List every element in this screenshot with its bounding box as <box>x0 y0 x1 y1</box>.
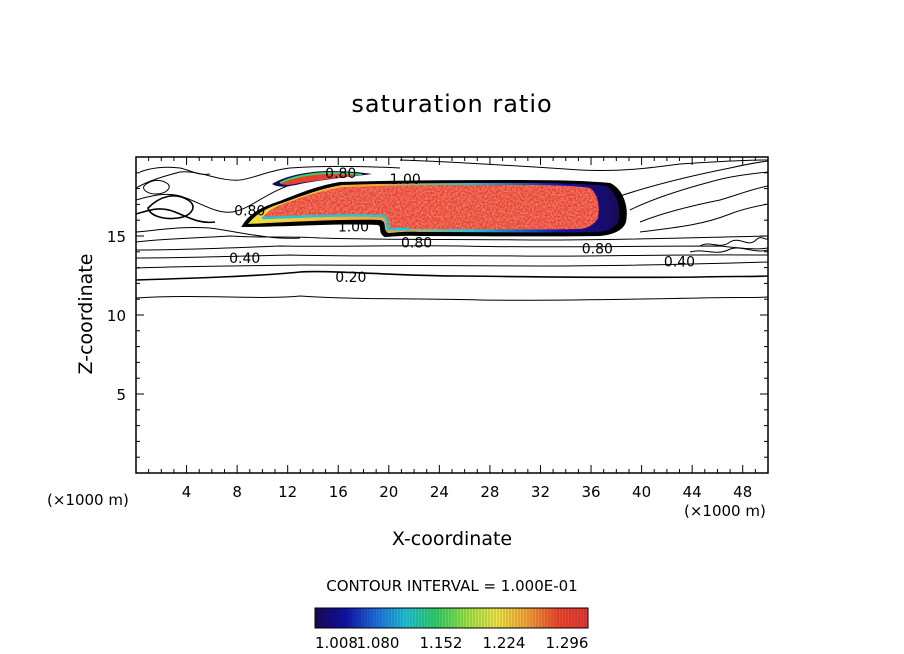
x-tick-label: 48 <box>733 483 752 501</box>
contour-label: 0.80 <box>401 235 432 251</box>
isoline-0.3 <box>136 261 768 269</box>
contour-label: 1.00 <box>338 220 369 236</box>
x-unit-label-left: (×1000 m) <box>47 491 129 509</box>
isoline-0.6 <box>136 235 768 243</box>
y-axis-label: Z-coordinate <box>75 253 97 375</box>
isoline-upper-6 <box>136 181 301 213</box>
colorbar-tick-label: 1.152 <box>420 634 463 652</box>
isoline-0.2 <box>136 270 768 281</box>
isoline-right-wiggle-2 <box>689 247 768 253</box>
colorbar-tick-label: 1.296 <box>546 634 589 652</box>
y-tick-label: 15 <box>107 228 126 246</box>
x-tick-label: 20 <box>379 483 398 501</box>
isoline-upper-1 <box>639 203 768 233</box>
isoline-left-blob-2 <box>143 179 170 195</box>
saturated-tongue-edge <box>279 171 363 184</box>
x-tick-label: 44 <box>683 483 702 501</box>
contour-label: 0.40 <box>664 254 695 270</box>
x-tick-label: 36 <box>581 483 600 501</box>
isoline-0.5 <box>136 245 768 251</box>
x-tick-label: 24 <box>430 483 449 501</box>
x-tick-label: 12 <box>278 483 297 501</box>
isoline-upper-8 <box>139 166 211 175</box>
contour-label: 0.80 <box>325 166 356 182</box>
x-tick-label: 32 <box>531 483 550 501</box>
contour-labels: 0.80 1.00 0.80 1.00 0.80 0.80 0.40 0.40 0.20 <box>229 166 695 286</box>
y-tick-label: 10 <box>107 307 126 325</box>
contour-label: 1.00 <box>390 172 421 188</box>
x-tick-label: 40 <box>632 483 651 501</box>
x-axis-label: X-coordinate <box>391 528 513 550</box>
isoline-upper-5 <box>136 166 401 189</box>
x-unit-label-right: (×1000 m) <box>684 502 766 520</box>
isoline-0.7 <box>136 226 301 239</box>
saturated-tongue-fill <box>280 173 362 185</box>
isoline-0.1 <box>136 295 768 301</box>
saturated-region-lower-edge <box>261 214 410 231</box>
isoline-upper-9 <box>399 159 768 172</box>
contour-label: 0.80 <box>582 242 613 258</box>
contour-field <box>136 159 768 301</box>
x-tick-label: 28 <box>480 483 499 501</box>
isoline-left-blob <box>147 195 194 220</box>
chart-title: saturation ratio <box>351 90 553 118</box>
y-axis: 5 10 15 <box>107 172 768 458</box>
x-tick-label: 16 <box>329 483 348 501</box>
isoline-upper-7 <box>136 208 216 224</box>
isoline-upper-2 <box>639 185 768 223</box>
contour-label: 0.40 <box>229 251 260 267</box>
y-tick-label: 5 <box>116 386 126 404</box>
colorbar-gradient <box>314 607 589 629</box>
isoline-upper-4 <box>619 160 768 197</box>
x-tick-label: 8 <box>232 483 242 501</box>
isoline-right-wiggle <box>699 237 768 247</box>
colorbar-tick-label: 1.080 <box>357 634 400 652</box>
colorbar-tick-label: 1.008 <box>315 634 358 652</box>
contour-label: 0.20 <box>335 270 366 286</box>
isoline-0.4 <box>136 254 768 259</box>
x-axis: 4 8 12 16 20 24 28 32 36 40 44 48 <box>148 157 756 501</box>
x-tick-label: 4 <box>182 483 192 501</box>
contour-interval-label: CONTOUR INTERVAL = 1.000E-01 <box>326 577 578 595</box>
saturated-region-core <box>262 185 599 230</box>
isoline-upper-3 <box>629 171 768 211</box>
colorbar-tick-label: 1.224 <box>483 634 526 652</box>
contour-label: 0.80 <box>234 204 265 220</box>
